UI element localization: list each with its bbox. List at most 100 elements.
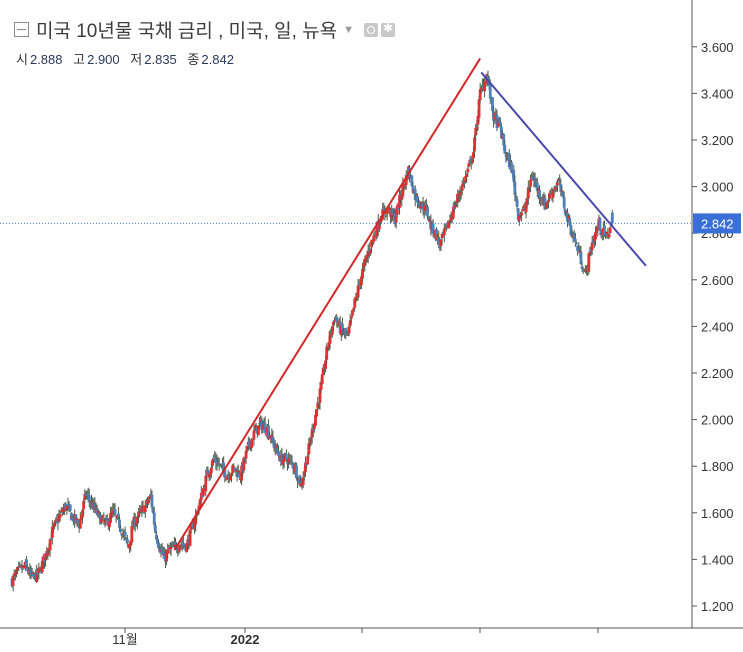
candle-body xyxy=(416,195,419,203)
candle-body xyxy=(76,520,80,524)
candle-body xyxy=(354,296,358,302)
candle-body xyxy=(349,316,353,319)
candle-body xyxy=(233,467,237,471)
candle xyxy=(410,174,414,187)
candle xyxy=(87,488,91,508)
candle-body xyxy=(234,469,238,471)
candle-body xyxy=(101,515,105,517)
candle-body xyxy=(58,513,62,518)
candle-body xyxy=(83,493,87,500)
candle xyxy=(125,534,129,546)
candle-body xyxy=(558,180,562,183)
price-tick-label: 1.600 xyxy=(701,506,734,521)
candle-body xyxy=(465,174,469,177)
candle-body xyxy=(157,542,161,549)
candle-body xyxy=(86,493,90,496)
open-value: 2.888 xyxy=(29,52,63,67)
high-label: 고 xyxy=(73,52,86,67)
candle xyxy=(577,242,581,252)
candle xyxy=(456,189,460,208)
candle-body xyxy=(576,245,579,252)
candle-body xyxy=(82,501,86,510)
candle-body xyxy=(580,266,584,269)
candle-body xyxy=(26,567,30,572)
collapse-icon[interactable] xyxy=(14,22,29,37)
chevron-down-icon[interactable]: ▼ xyxy=(343,23,355,36)
candle xyxy=(181,536,185,550)
candle xyxy=(573,232,577,247)
candle-body xyxy=(522,206,526,208)
candle-body xyxy=(379,221,382,223)
candle xyxy=(178,544,182,553)
price-tick-label: 1.800 xyxy=(701,459,734,474)
candle-body xyxy=(286,461,289,465)
candle-body xyxy=(49,538,53,540)
candle-body xyxy=(181,543,185,545)
candle xyxy=(372,232,376,245)
candle xyxy=(332,320,335,331)
candle-body xyxy=(556,182,559,186)
candle xyxy=(29,565,33,580)
candles-layer xyxy=(10,70,614,592)
candle-body xyxy=(96,510,100,514)
candle xyxy=(100,516,103,525)
candle-body xyxy=(521,208,525,212)
candle-body xyxy=(179,544,183,546)
candle-body xyxy=(17,566,21,568)
candle-body xyxy=(531,176,535,180)
candle-body xyxy=(150,494,154,508)
candle-body xyxy=(587,253,591,272)
candle-body xyxy=(29,569,33,575)
time-tick-label: 2022 xyxy=(231,632,260,647)
candle-body xyxy=(291,463,295,469)
candle-body xyxy=(502,133,506,146)
candle xyxy=(465,173,469,183)
candle-body xyxy=(160,547,164,554)
candle xyxy=(348,313,352,328)
price-axis: 1.200 1.400 1.600 1.800 2.000 2.200 2.400 2.600… xyxy=(0,0,743,629)
candle-body xyxy=(141,506,145,508)
candle-body xyxy=(208,471,212,476)
candle xyxy=(321,363,325,375)
candle-body xyxy=(451,206,455,219)
price-tick-label: 2.000 xyxy=(701,413,734,428)
current-price-label: 2.842 xyxy=(701,216,734,231)
candle-body xyxy=(185,543,189,552)
candle-body xyxy=(18,564,22,566)
candle xyxy=(349,315,353,324)
candle-body xyxy=(50,526,54,538)
candle-body xyxy=(421,203,425,211)
candle-body xyxy=(65,505,69,510)
candle xyxy=(295,462,298,480)
candle-body xyxy=(510,162,513,173)
candle-body xyxy=(56,520,60,524)
candle-body xyxy=(330,326,334,335)
candle-body xyxy=(257,425,260,436)
candle-body xyxy=(547,200,550,202)
candle-body xyxy=(579,251,583,265)
candle-body xyxy=(105,518,109,521)
candle-body xyxy=(545,202,549,204)
candle-body xyxy=(134,522,138,525)
candle-body xyxy=(395,205,399,215)
candle xyxy=(384,214,388,218)
candle xyxy=(439,239,443,251)
candle xyxy=(44,552,47,567)
candle xyxy=(16,566,19,575)
candle xyxy=(53,520,56,530)
candle xyxy=(553,185,557,193)
candle-body xyxy=(366,250,370,257)
eye-icon[interactable] xyxy=(364,22,379,37)
candle-body xyxy=(136,517,139,524)
candle-body xyxy=(248,440,251,446)
candle-body xyxy=(147,500,151,504)
candle xyxy=(569,221,573,237)
candle-body xyxy=(117,513,120,518)
candle-body xyxy=(87,495,91,501)
gear-icon[interactable] xyxy=(381,21,396,37)
candle-body xyxy=(202,487,205,496)
candle-body xyxy=(487,83,491,85)
candle xyxy=(590,235,594,255)
candle xyxy=(587,253,591,275)
